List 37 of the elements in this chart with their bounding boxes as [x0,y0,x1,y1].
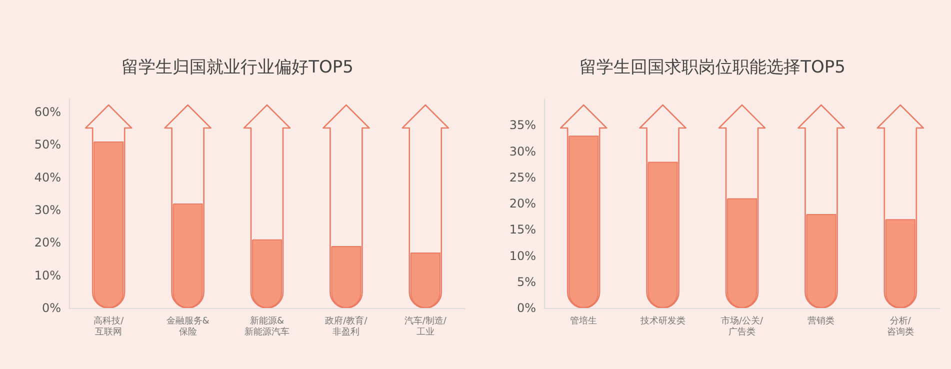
x-tick-label: 市场/公关/ 广告类 [720,316,764,338]
y-tick-label: 0% [42,301,61,315]
x-tick-label: 技术研发类 [639,316,686,326]
bar [94,141,124,308]
y-tick-label: 35% [509,118,536,132]
y-tick-label: 10% [509,248,536,263]
bar [410,252,440,308]
y-tick-label: 20% [34,236,61,250]
x-tick-label: 新能源& 新能源汽车 [244,316,290,338]
bar [885,219,916,308]
bar [806,214,836,308]
y-tick-label: 5% [516,274,536,289]
y-tick-label: 30% [34,203,61,218]
y-tick-label: 10% [34,268,61,282]
y-tick-label: 0% [516,301,536,315]
bar [331,246,362,308]
x-tick-label: 汽车/制造/ 工业 [404,316,448,338]
y-tick-label: 60% [34,105,61,120]
chart-title: 留学生回国求职岗位职能选择TOP5 [580,58,846,78]
x-tick-label: 高科技/ 互联网 [94,316,125,338]
x-tick-label: 营销类 [808,316,835,326]
bar [648,162,678,308]
x-tick-label: 分析/ 咨询类 [886,316,914,338]
y-tick-label: 50% [34,138,61,152]
y-tick-label: 20% [509,196,536,210]
y-tick-label: 25% [509,170,536,184]
bar [727,198,757,308]
y-tick-label: 40% [34,170,61,184]
x-tick-label: 政府/教育/ 非盈利 [325,316,368,338]
chart-title: 留学生归国就业行业偏好TOP5 [122,58,354,78]
y-tick-label: 15% [509,222,536,237]
x-tick-label: 管培生 [570,316,598,326]
bar [568,136,599,308]
y-tick-label: 30% [509,144,536,158]
x-tick-label: 金融服务& 保险 [166,316,210,338]
bar [172,204,203,308]
bar [252,239,282,308]
